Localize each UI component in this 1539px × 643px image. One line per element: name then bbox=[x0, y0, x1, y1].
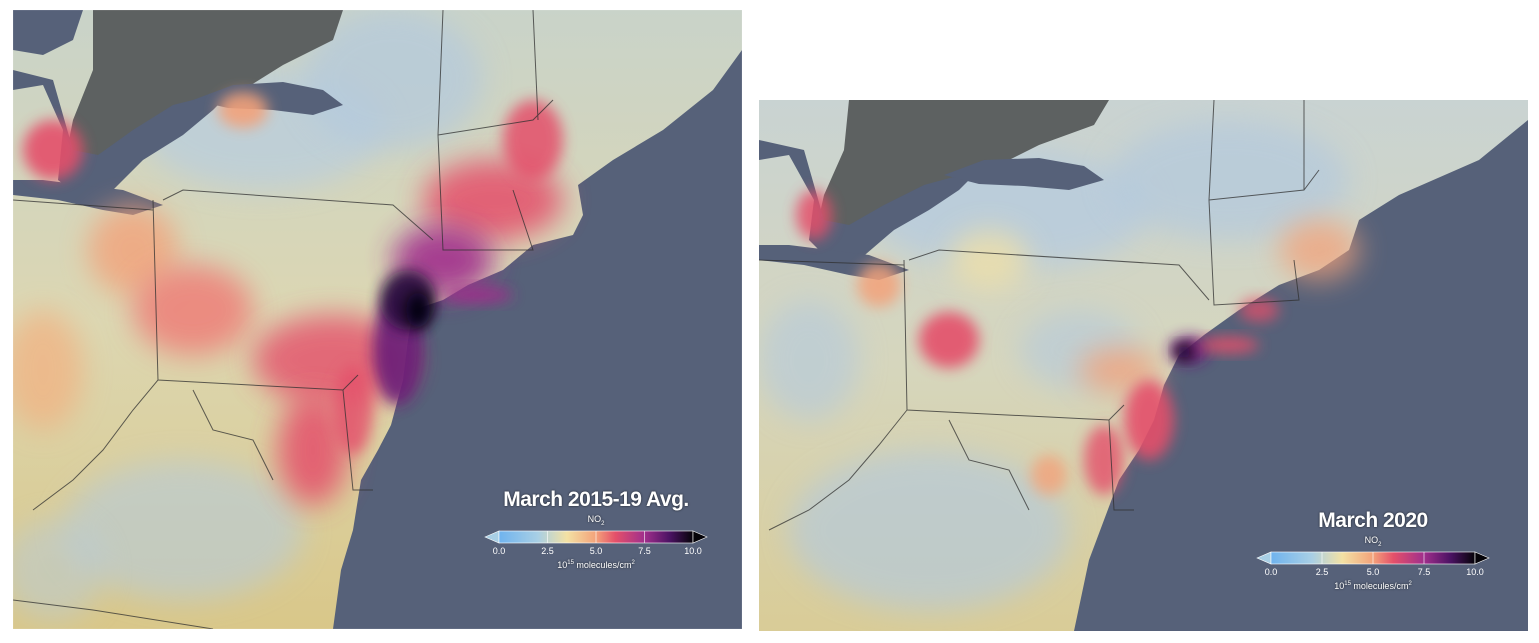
legend-units: 1015 molecules/cm2 bbox=[1334, 580, 1412, 591]
colorbar-tick-label: 2.5 bbox=[1316, 567, 1329, 577]
no2-map-2020 bbox=[759, 100, 1528, 631]
colorbar-tick-label: 7.5 bbox=[638, 546, 651, 556]
colorbar-ticks bbox=[547, 530, 645, 543]
no2-map-2015-19 bbox=[13, 10, 742, 629]
colorbar-tick-label: 5.0 bbox=[1367, 567, 1380, 577]
colorbar: 0.0 2.5 5.0 7.5 10.0 bbox=[1256, 551, 1490, 577]
map-panel-2020: March 2020 NO2 0.0 2.5 5.0 7.5 10.0 bbox=[759, 100, 1528, 631]
legend-title: March 2020 bbox=[1318, 509, 1428, 532]
lake-ontario bbox=[944, 158, 1104, 190]
colorbar-tick-label: 7.5 bbox=[1418, 567, 1431, 577]
colorbar-tick-label: 0.0 bbox=[493, 546, 506, 556]
legend-2020: March 2020 NO2 0.0 2.5 5.0 7.5 10.0 bbox=[1255, 509, 1491, 591]
map-panel-2015-19: March 2015-19 Avg. NO2 0.0 2.5 5.0 7.5 10 bbox=[13, 10, 742, 629]
legend-variable: NO2 bbox=[587, 514, 605, 527]
colorbar-tick-label: 10.0 bbox=[684, 546, 702, 556]
legend-2015-19: March 2015-19 Avg. NO2 0.0 2.5 5.0 7.5 10 bbox=[483, 488, 709, 570]
colorbar-tick-label: 5.0 bbox=[590, 546, 603, 556]
colorbar-tick-label: 10.0 bbox=[1466, 567, 1484, 577]
colorbar: 0.0 2.5 5.0 7.5 10.0 bbox=[484, 530, 708, 556]
legend-variable: NO2 bbox=[1364, 535, 1382, 548]
lake-top bbox=[13, 10, 83, 55]
state-borders bbox=[759, 100, 1320, 531]
no2-plumes bbox=[796, 190, 1359, 495]
colorbar-tick-label: 2.5 bbox=[541, 546, 554, 556]
colorbar-tick-label: 0.0 bbox=[1265, 567, 1278, 577]
legend-units: 1015 molecules/cm2 bbox=[557, 559, 635, 570]
colorbar-ticks bbox=[1321, 551, 1425, 564]
state-borders bbox=[13, 10, 554, 629]
legend-title: March 2015-19 Avg. bbox=[503, 488, 689, 511]
